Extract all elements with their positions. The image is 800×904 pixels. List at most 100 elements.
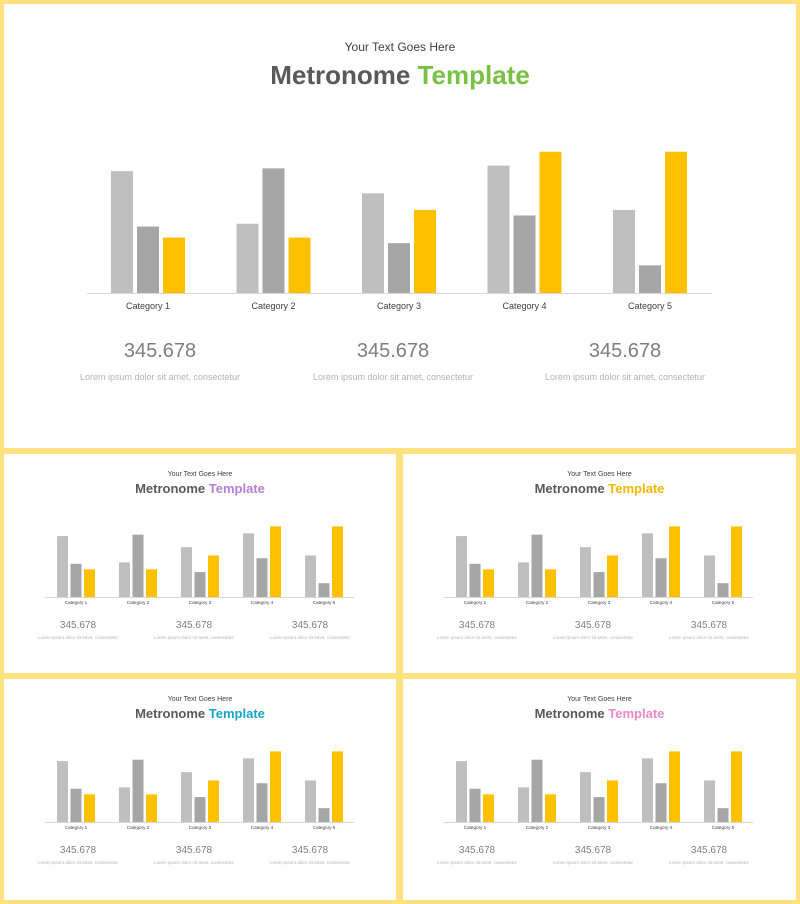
bar-2-4 (513, 215, 536, 293)
category-label: Category 1 (464, 600, 487, 605)
stat-description: Lorem ipsum dolor sit amet, consectetur (544, 372, 706, 382)
category-label: Category 4 (251, 825, 274, 830)
stat-value: 345.678 (356, 340, 430, 362)
slide-title: Metronome Template (4, 481, 396, 496)
stat-description: Lorem ipsum dolor sit amet, consectetur (668, 860, 750, 865)
category-label: Category 4 (650, 825, 673, 830)
bar-3-2 (146, 794, 157, 822)
bar-chart: Category 1 Category 2 Category 3 Category 4… (444, 751, 753, 830)
slide-subtitle: Your Text Goes Here (567, 696, 632, 703)
bar-2-3 (593, 797, 605, 822)
category-label: Category 5 (712, 600, 735, 605)
bar-2-2 (531, 759, 543, 822)
title-accent: Template (608, 481, 665, 496)
bar-1-1 (57, 536, 68, 597)
stat-description: Lorem ipsum dolor sit amet, consectetur (552, 860, 634, 865)
stat-block: 345.678 Lorem ipsum dolor sit amet, conse… (654, 845, 764, 865)
slide-subtitle: Your Text Goes Here (167, 696, 233, 703)
stat-block: 345.678 Lorem ipsum dolor sit amet, conse… (515, 340, 735, 382)
slide-main: Your Text Goes Here Metronome Template C… (4, 4, 796, 448)
category-label: Category 1 (464, 825, 487, 830)
category-label: Category 2 (526, 600, 549, 605)
title-primary: Metronome (135, 481, 206, 496)
bar-2-4 (256, 783, 268, 822)
title-primary: Metronome (270, 60, 411, 90)
bar-3-1 (84, 794, 95, 822)
stat-block: 345.678 Lorem ipsum dolor sit amet, conse… (283, 340, 503, 382)
slide-subtitle: Your Text Goes Here (567, 471, 632, 478)
bar-3-5 (665, 151, 687, 293)
title-primary: Metronome (135, 706, 206, 721)
stat-description: Lorem ipsum dolor sit amet, consectetur (269, 860, 351, 865)
stat-block: 345.678 Lorem ipsum dolor sit amet, conse… (23, 845, 133, 865)
bar-2-1 (469, 788, 481, 822)
stat-description: Lorem ipsum dolor sit amet, consectetur (37, 635, 119, 640)
bar-3-2 (545, 569, 556, 597)
category-label: Category 1 (126, 301, 170, 311)
bar-3-3 (208, 555, 219, 597)
bar-3-4 (270, 751, 281, 822)
stat-description: Lorem ipsum dolor sit amet, consectetur (269, 635, 351, 640)
bar-2-5 (717, 583, 729, 597)
bar-1-1 (111, 171, 133, 293)
category-label: Category 5 (313, 600, 336, 605)
category-label: Category 3 (588, 825, 611, 830)
category-label: Category 4 (251, 600, 274, 605)
bar-1-5 (305, 780, 316, 822)
stat-description: Lorem ipsum dolor sit amet, consectetur (153, 635, 235, 640)
bar-1-5 (704, 555, 715, 597)
title-accent: Template (417, 60, 530, 90)
bar-2-1 (469, 563, 481, 597)
bar-2-5 (639, 265, 661, 293)
bar-1-2 (518, 562, 529, 597)
bar-2-2 (262, 168, 285, 293)
stat-value: 345.678 (588, 340, 662, 362)
bar-3-1 (483, 569, 494, 597)
category-label: Category 1 (65, 600, 88, 605)
category-label: Category 3 (189, 825, 212, 830)
bar-2-5 (318, 808, 330, 822)
bar-3-5 (731, 526, 742, 597)
stat-description: Lorem ipsum dolor sit amet, consectetur (312, 372, 474, 382)
bar-2-1 (70, 788, 82, 822)
slide-title: Metronome Template (403, 706, 796, 721)
bar-3-4 (669, 751, 680, 822)
bar-1-2 (236, 223, 259, 293)
category-label: Category 4 (502, 301, 546, 311)
bar-2-3 (388, 243, 410, 293)
category-label: Category 2 (127, 825, 150, 830)
bar-chart: Category 1 Category 2 Category 3 Category 4… (87, 151, 712, 311)
bar-1-4 (642, 758, 653, 822)
stat-block: 345.678 Lorem ipsum dolor sit amet, conse… (422, 620, 532, 640)
category-label: Category 3 (588, 600, 611, 605)
bar-1-5 (704, 780, 715, 822)
bar-2-4 (655, 783, 667, 822)
stat-description: Lorem ipsum dolor sit amet, consectetur (153, 860, 235, 865)
slide-pink: Your Text Goes Here Metronome Template C… (403, 679, 796, 900)
stat-block: 345.678 Lorem ipsum dolor sit amet, conse… (255, 845, 365, 865)
title-accent: Template (208, 706, 265, 721)
slide-subtitle: Your Text Goes Here (344, 40, 456, 54)
bar-3-3 (208, 780, 219, 822)
bar-3-4 (270, 526, 281, 597)
title-primary: Metronome (534, 481, 605, 496)
title-primary: Metronome (534, 706, 605, 721)
bar-3-5 (332, 751, 343, 822)
bar-3-4 (539, 151, 562, 293)
title-accent: Template (208, 481, 265, 496)
bar-1-3 (181, 547, 192, 597)
slide-title: Metronome Template (4, 706, 396, 721)
bar-2-3 (194, 797, 206, 822)
slide-yellow: Your Text Goes Here Metronome Template C… (403, 454, 796, 673)
slide-title: Metronome Template (4, 60, 796, 91)
bar-2-4 (655, 558, 667, 597)
bar-1-4 (487, 165, 510, 293)
bar-1-2 (119, 562, 130, 597)
bar-3-3 (607, 780, 618, 822)
bar-3-3 (607, 555, 618, 597)
category-label: Category 2 (127, 600, 150, 605)
category-label: Category 2 (251, 301, 295, 311)
stat-value: 345.678 (59, 845, 97, 856)
stat-block: 345.678 Lorem ipsum dolor sit amet, conse… (422, 845, 532, 865)
bar-1-5 (613, 209, 635, 293)
